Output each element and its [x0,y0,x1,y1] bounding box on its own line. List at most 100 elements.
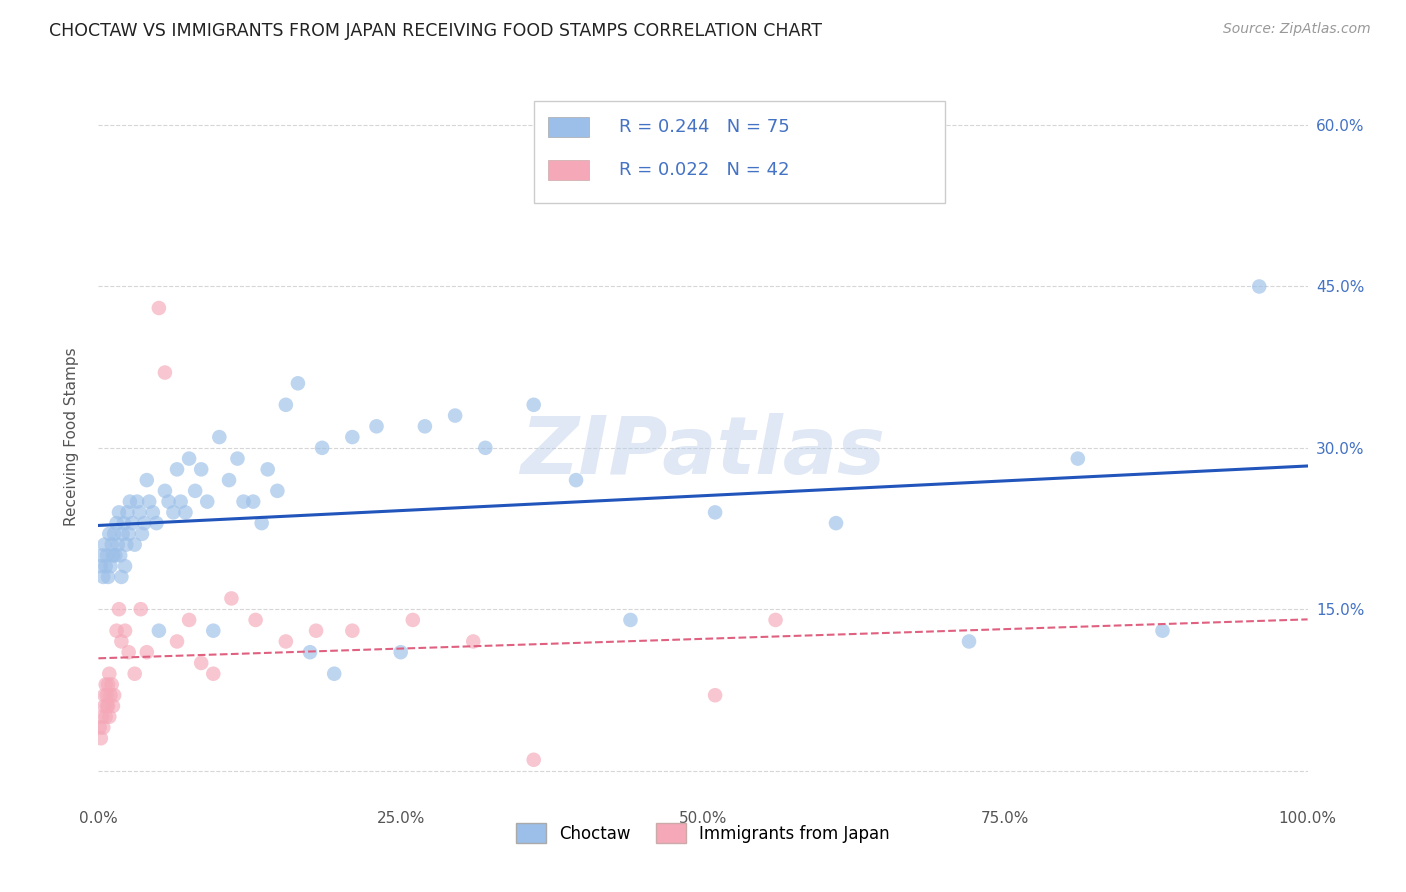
Point [444,409,467,423]
Point [169,494,191,508]
Point [100,677,122,691]
Point [274,634,297,648]
Point [523,398,546,412]
Point [100,538,122,552]
Text: CHOCTAW VS IMMIGRANTS FROM JAPAN RECEIVING FOOD STAMPS CORRELATION CHART: CHOCTAW VS IMMIGRANTS FROM JAPAN RECEIVI… [49,22,823,40]
Point [166,634,188,648]
Point [135,645,157,659]
Point [145,516,167,530]
Point [91,721,114,735]
Point [226,451,249,466]
Point [91,549,114,563]
Text: R = 0.022   N = 42: R = 0.022 N = 42 [619,161,790,179]
Point [179,613,201,627]
Point [619,613,641,627]
Point [114,624,136,638]
Point [118,645,141,659]
Point [107,538,129,552]
Point [389,645,412,659]
Point [523,753,546,767]
Point [208,430,231,444]
Point [103,688,125,702]
Point [115,538,138,552]
Point [96,698,118,713]
Point [153,483,176,498]
Point [402,613,425,627]
Point [190,656,212,670]
Point [112,516,135,530]
Point [97,698,120,713]
Point [91,570,114,584]
Point [124,538,146,552]
Point [704,688,727,702]
Point [100,688,122,702]
Point [98,710,121,724]
Point [124,666,146,681]
Point [94,677,117,691]
Point [114,559,136,574]
Point [266,483,288,498]
Point [103,527,125,541]
Point [101,698,124,713]
Point [89,721,111,735]
Point [174,505,197,519]
Point [128,505,150,519]
Point [117,505,139,519]
Point [148,301,170,315]
Point [1249,279,1271,293]
Point [105,624,128,638]
Point [135,473,157,487]
Point [138,494,160,508]
Point [108,602,131,616]
Point [221,591,243,606]
Point [299,645,322,659]
Point [129,602,152,616]
Point [110,634,132,648]
Point [323,666,346,681]
Point [311,441,333,455]
Point [104,549,127,563]
Point [101,549,124,563]
Point [96,549,118,563]
Point [153,366,176,380]
Point [111,527,134,541]
Point [98,527,121,541]
Point [565,473,588,487]
Point [110,570,132,584]
Text: ZIPatlas: ZIPatlas [520,413,886,491]
Point [218,473,240,487]
Point [957,634,980,648]
Y-axis label: Receiving Food Stamps: Receiving Food Stamps [65,348,79,526]
Point [91,710,114,724]
Point [1067,451,1090,466]
Point [250,516,273,530]
Point [127,494,149,508]
Point [1152,624,1174,638]
Point [704,505,727,519]
Point [121,516,143,530]
Point [256,462,278,476]
Point [97,677,120,691]
Point [190,462,212,476]
Point [287,376,309,391]
Point [245,613,267,627]
Point [90,559,112,574]
Point [195,494,218,508]
Point [108,549,131,563]
Point [105,516,128,530]
Point [366,419,388,434]
Point [93,698,115,713]
Point [93,688,115,702]
Point [179,451,201,466]
Point [94,710,117,724]
Text: R = 0.244   N = 75: R = 0.244 N = 75 [619,118,790,136]
Legend: Choctaw, Immigrants from Japan: Choctaw, Immigrants from Japan [509,817,897,849]
Point [94,559,117,574]
FancyBboxPatch shape [548,160,589,180]
Point [90,731,112,746]
Point [184,483,207,498]
FancyBboxPatch shape [548,117,589,137]
Point [202,666,225,681]
FancyBboxPatch shape [534,101,945,203]
Point [118,494,141,508]
